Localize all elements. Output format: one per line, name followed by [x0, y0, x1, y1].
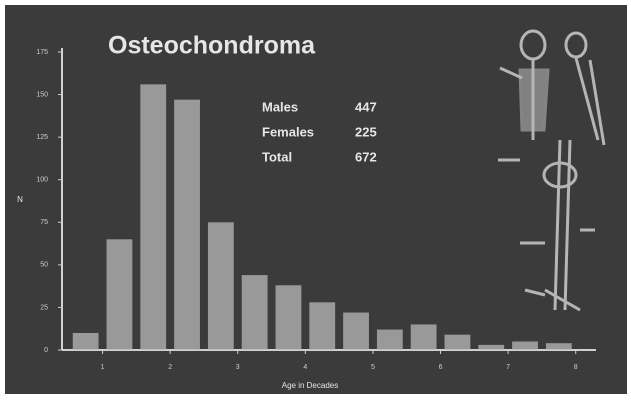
- bar: [309, 302, 335, 350]
- page: {"chart_data": {"type": "histogram", "ti…: [0, 0, 631, 400]
- bar: [377, 330, 403, 350]
- bar: [73, 333, 99, 350]
- stat-value: 447: [355, 99, 377, 114]
- y-tick-label: 125: [36, 134, 48, 141]
- y-tick-label: 50: [40, 262, 48, 269]
- stat-label: Total: [262, 149, 292, 164]
- bar: [140, 84, 166, 350]
- bar: [478, 345, 504, 350]
- y-tick-label: 75: [40, 219, 48, 226]
- bar: [343, 313, 369, 350]
- bar: [174, 100, 200, 350]
- x-tick-label: 5: [371, 364, 375, 371]
- bar: [546, 343, 572, 350]
- y-tick-label: 100: [36, 177, 48, 184]
- bar: [512, 341, 538, 350]
- y-tick-label: 25: [40, 304, 48, 311]
- y-tick-label: 175: [36, 49, 48, 56]
- bar: [445, 335, 471, 350]
- bar: [107, 239, 133, 350]
- stat-value: 672: [355, 149, 377, 164]
- x-tick-label: 4: [303, 364, 307, 371]
- bar: [242, 275, 268, 350]
- x-tick-label: 1: [101, 364, 105, 371]
- bar: [276, 285, 302, 350]
- bar: [411, 324, 437, 350]
- x-tick-label: 8: [574, 364, 578, 371]
- x-axis-label: Age in Decades: [282, 381, 338, 390]
- y-tick-label: 150: [36, 91, 48, 98]
- chart-title: Osteochondroma: [108, 32, 316, 60]
- y-axis-label: N: [17, 195, 23, 204]
- x-tick-label: 3: [236, 364, 240, 371]
- stat-label: Males: [262, 99, 298, 114]
- stat-label: Females: [262, 124, 314, 139]
- x-tick-label: 6: [439, 364, 443, 371]
- bar: [208, 222, 234, 350]
- x-tick-label: 2: [168, 364, 172, 371]
- slide: Osteochondroma Age in Decades N 02550751…: [0, 0, 631, 400]
- y-tick-label: 0: [44, 347, 48, 354]
- stat-value: 225: [355, 124, 377, 139]
- x-tick-label: 7: [506, 364, 510, 371]
